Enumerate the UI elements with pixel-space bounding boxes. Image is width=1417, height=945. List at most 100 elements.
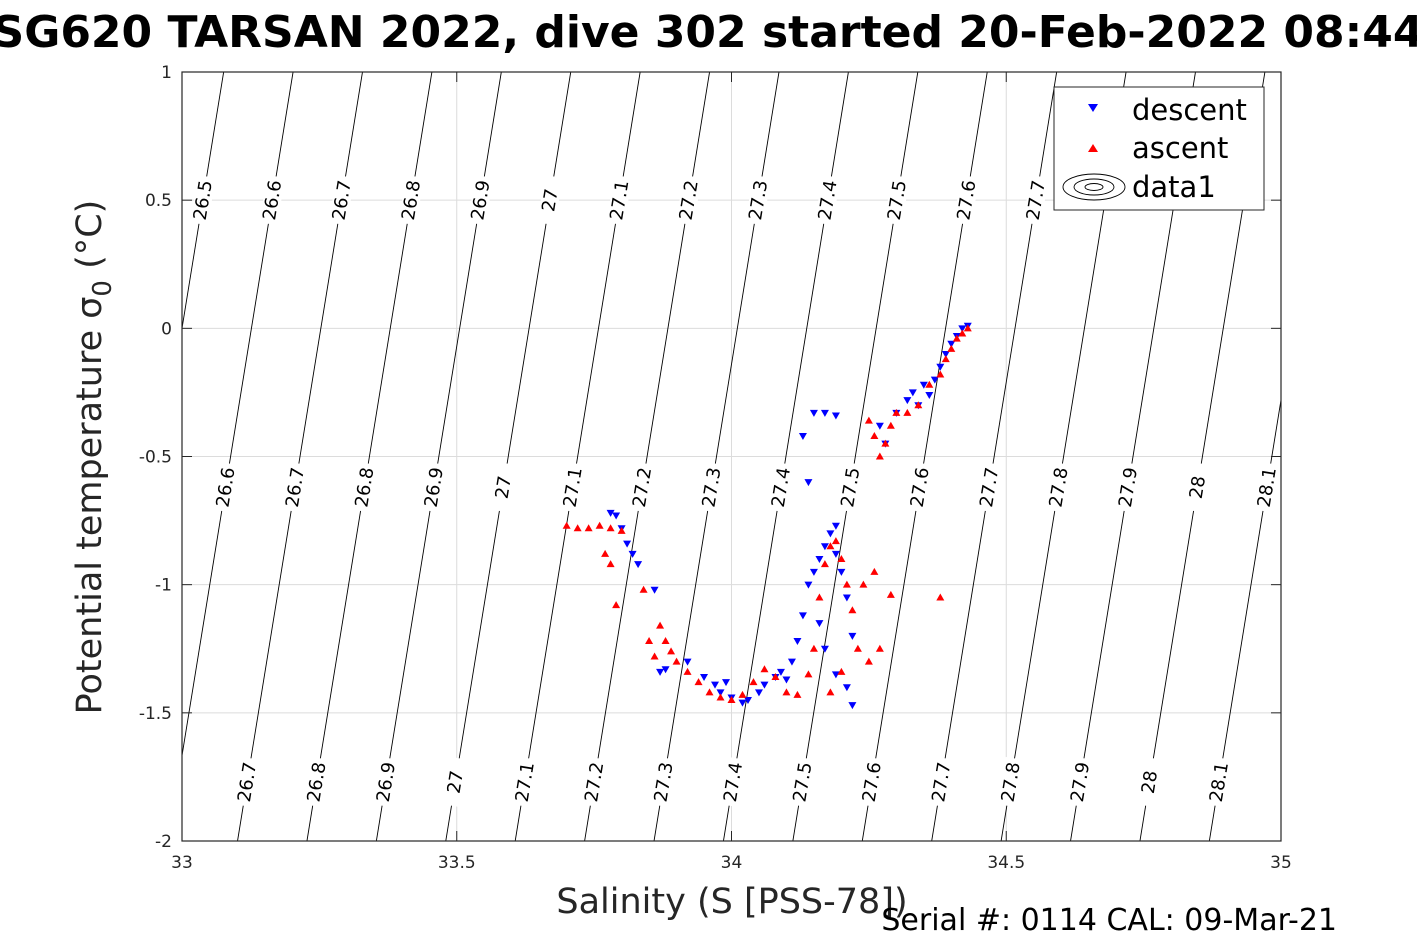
ascent-point: [639, 585, 648, 593]
x-tick-label: 35: [1270, 853, 1292, 873]
y-axis-label-main: Potential temperature: [70, 319, 110, 715]
x-tick-label: 34.5: [987, 853, 1025, 873]
descent-point: [930, 376, 939, 384]
descent-point: [743, 697, 752, 705]
contour-label-top: 27: [538, 187, 562, 213]
x-tick-label: 33.5: [438, 853, 476, 873]
contour-label-top-bg: [953, 175, 980, 226]
ascent-point: [612, 601, 621, 609]
descent-point: [798, 432, 807, 440]
descent-point: [820, 645, 829, 653]
contour-label-bottom: 28: [1138, 769, 1162, 795]
ascent-point: [826, 688, 835, 696]
descent-point: [738, 699, 747, 707]
descent-point: [925, 391, 934, 399]
contour-label-mid-bg: [976, 462, 1002, 513]
contour-label-mid-bg: [282, 462, 308, 513]
contour-label-top-bg: [537, 175, 563, 226]
contour-labels: 26.5 26.6 26.7 26.8 26.9 27 27.1 27.2 27.3 27.4 27…: [190, 175, 1281, 808]
contour-label-bottom-bg: [1067, 756, 1093, 808]
legend-contour-icon: [1062, 173, 1126, 201]
contour-label-bottom-bg: [373, 756, 399, 808]
ascent-point: [859, 580, 868, 588]
contour-label-mid-bg: [490, 462, 516, 513]
y-axis-label: Potential temperature σ0 (°C): [70, 200, 118, 715]
descent-point: [661, 666, 670, 674]
descent-point: [908, 389, 917, 397]
contour-label-mid-bg: [837, 462, 864, 513]
ascent-point: [601, 549, 610, 557]
descent-point: [919, 381, 928, 389]
contour-label-mid-bg: [629, 462, 655, 513]
ascent-point: [749, 678, 758, 686]
contour-label-top-bg: [814, 175, 841, 226]
contour-label-mid-bg: [698, 462, 725, 513]
serial-calibration-footer: Serial #: 0114 CAL: 09-Mar-21: [881, 903, 1337, 938]
ascent-point: [875, 644, 884, 652]
contour-label-bottom-bg: [1206, 756, 1232, 808]
legend-descent-label: descent: [1132, 93, 1247, 127]
ascent-point: [842, 580, 851, 588]
descent-point: [716, 689, 725, 697]
contour-label-mid-bg: [1045, 462, 1072, 513]
x-tick-label: 34: [721, 853, 743, 873]
contour-label-bottom-bg: [720, 756, 746, 808]
descent-point: [782, 676, 791, 684]
contour-label-mid-bg: [1254, 462, 1280, 513]
descent-point: [831, 522, 840, 530]
descent-point: [787, 658, 796, 666]
ascent-point: [815, 593, 824, 601]
ascent-point: [683, 667, 692, 675]
contour-label-bottom-bg: [512, 756, 538, 808]
ascent-point: [881, 439, 890, 447]
ascent-point: [667, 647, 676, 655]
ascent-point: [672, 657, 681, 665]
ascent-point: [864, 416, 873, 424]
chart-title: SG620 TARSAN 2022, dive 302 started 20-F…: [0, 7, 1417, 58]
contour-label-bottom-bg: [581, 756, 607, 808]
descent-point: [837, 568, 846, 576]
ascent-point: [656, 621, 665, 629]
ascent-point: [738, 690, 747, 698]
contour-label-top-bg: [328, 175, 355, 226]
contour-label-bottom-bg: [650, 756, 677, 808]
ascent-point: [831, 537, 840, 545]
descent-point: [798, 612, 807, 620]
legend-contour-label: data1: [1132, 170, 1216, 204]
contour-label-bottom-bg: [928, 756, 955, 808]
ascent-point: [694, 678, 703, 686]
ascent-point: [837, 555, 846, 563]
ascent-point: [870, 567, 879, 575]
descent-point: [820, 409, 829, 417]
descent-point: [815, 620, 824, 628]
descent-point: [875, 422, 884, 430]
contour-label-top-bg: [745, 175, 771, 226]
descent-point: [656, 668, 665, 676]
contour-label-mid-bg: [212, 462, 239, 513]
descent-point: [820, 543, 829, 551]
descent-point: [804, 581, 813, 589]
descent-point: [722, 679, 731, 687]
data-points: [562, 322, 972, 710]
descent-point: [683, 658, 692, 666]
ascent-point: [875, 452, 884, 460]
contour-label-bottom: 27: [444, 769, 468, 795]
contour-label-mid-bg: [421, 462, 447, 513]
descent-point: [809, 568, 818, 576]
ascent-point: [645, 637, 654, 645]
ascent-point: [617, 526, 626, 534]
ascent-point: [782, 688, 791, 696]
grid-lines: [182, 72, 1281, 841]
descent-point: [650, 586, 659, 594]
y-tick-label: 0.5: [145, 191, 172, 211]
contour-label-mid-bg: [907, 462, 933, 513]
ascent-point: [716, 693, 725, 701]
y-axis-label-unit: (°C): [70, 200, 110, 280]
ascent-point: [848, 606, 857, 614]
descent-point: [842, 594, 851, 602]
descent-point: [831, 671, 840, 679]
ascent-point: [820, 560, 829, 568]
y-tick-label: 1: [161, 63, 172, 83]
ascent-point: [650, 652, 659, 660]
ascent-point: [606, 560, 615, 568]
